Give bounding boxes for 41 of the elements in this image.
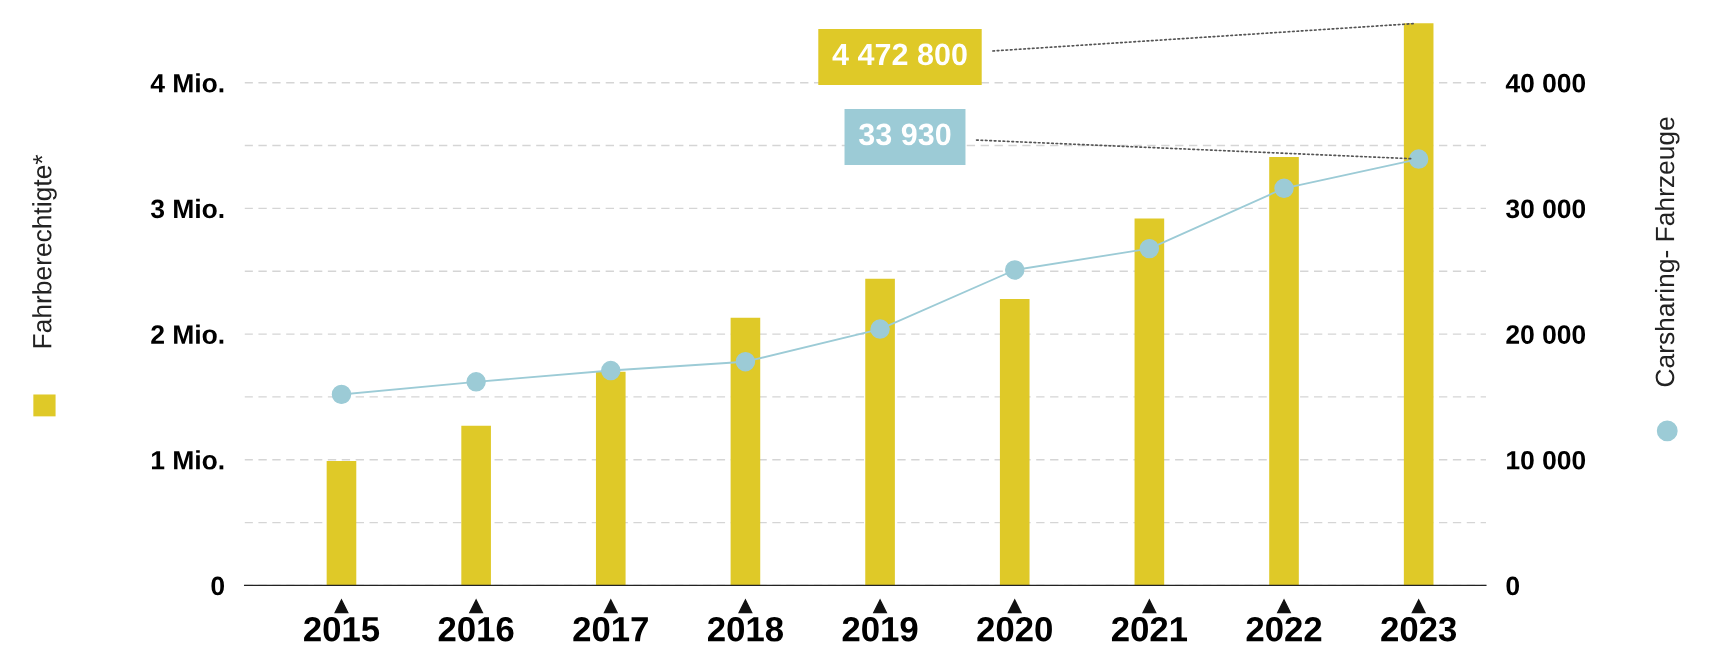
point — [1408, 149, 1429, 169]
x-tick-label: 2020 — [977, 616, 1052, 642]
point — [466, 372, 486, 392]
bar — [1134, 218, 1165, 586]
y2-tick-label: 40 000 — [1505, 73, 1586, 93]
y2-tick-label: 30 000 — [1506, 199, 1586, 219]
x-tick-label: 2016 — [438, 616, 514, 642]
y-tick-label: 3 Mio. — [150, 198, 224, 219]
y-tick-label: 0 — [211, 576, 225, 596]
bar — [865, 278, 895, 586]
y2-axis-title: Carsharing- Fahrzeuge — [1654, 117, 1680, 387]
point — [331, 384, 352, 405]
bar — [730, 317, 761, 586]
x-tick-label: 2023 — [1381, 616, 1457, 642]
x-tick-label: 2018 — [708, 616, 783, 642]
bar — [999, 298, 1030, 586]
y2-tick-label: 0 — [1506, 576, 1520, 596]
y-tick-label: 2 Mio. — [151, 324, 224, 344]
bar — [1269, 156, 1299, 586]
y-tick-label: 4 Mio. — [150, 73, 224, 93]
point — [735, 352, 756, 372]
y2-tick-label: 20 000 — [1506, 325, 1586, 344]
point — [1274, 178, 1294, 199]
point — [601, 360, 621, 381]
y-tick-label: 1 Mio. — [151, 450, 224, 470]
point — [1139, 238, 1160, 259]
bar — [1403, 23, 1434, 586]
bar — [326, 461, 357, 586]
bar — [595, 371, 626, 586]
data-label: 33 930 — [858, 123, 951, 146]
point — [870, 319, 890, 339]
annotation: 4 472 800 — [832, 43, 967, 66]
x-tick-label: 2015 — [304, 616, 380, 642]
x-tick-label: 2022 — [1246, 616, 1322, 642]
x-tick-label: 2019 — [842, 616, 918, 642]
bar — [461, 425, 491, 586]
point — [1004, 260, 1025, 280]
x-tick-label: 2021 — [1111, 616, 1188, 642]
y-axis-title: Fahrberechtigte* — [32, 154, 57, 348]
x-tick-label: 2017 — [573, 616, 648, 642]
y2-tick-label: 10 000 — [1507, 450, 1586, 470]
